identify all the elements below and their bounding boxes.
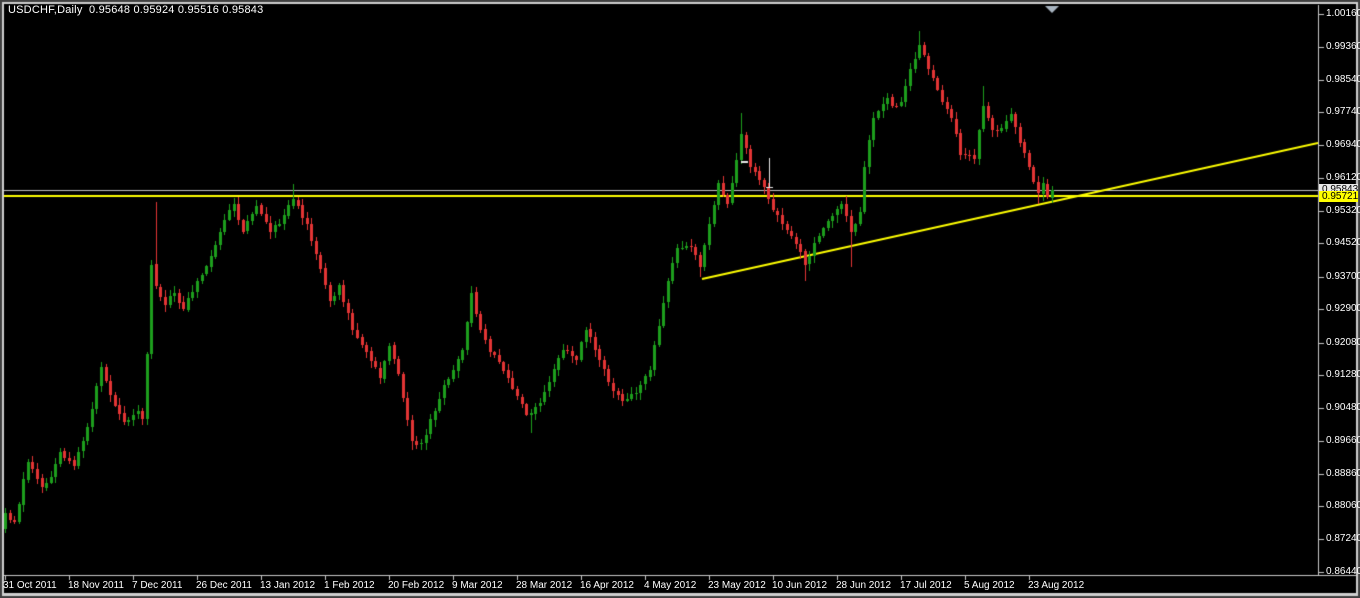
date-tick-label: 5 Aug 2012 [964, 580, 1015, 591]
price-tick-label: 0.96940 [1326, 139, 1360, 150]
date-tick-label: 18 Nov 2011 [68, 580, 124, 591]
date-tick-label: 13 Jan 2012 [260, 580, 316, 591]
price-tick-label: 0.89660 [1326, 435, 1360, 446]
price-tick-label: 0.93700 [1326, 271, 1360, 282]
date-tick-label: 17 Jul 2012 [900, 580, 952, 591]
date-tick-label: 28 Mar 2012 [516, 580, 573, 591]
date-tick-label: 28 Jun 2012 [836, 580, 892, 591]
date-tick-label: 4 May 2012 [644, 580, 697, 591]
date-tick-label: 9 Mar 2012 [452, 580, 503, 591]
date-tick-label: 10 Jun 2012 [772, 580, 828, 591]
chart-title: USDCHF,Daily 0.95648 0.95924 0.95516 0.9… [8, 4, 264, 16]
price-tick-label: 0.96120 [1326, 172, 1360, 183]
date-tick-label: 16 Apr 2012 [580, 580, 634, 591]
date-tick-label: 23 May 2012 [708, 580, 766, 591]
price-tick-label: 0.97740 [1326, 106, 1360, 117]
bid-price-tag: 0.95843 [1319, 184, 1358, 195]
price-tick-label: 0.95320 [1326, 205, 1360, 216]
date-tick-label: 7 Dec 2011 [132, 580, 183, 591]
date-tick-label: 20 Feb 2012 [388, 580, 445, 591]
price-tick-label: 0.88060 [1326, 500, 1360, 511]
price-tick-label: 0.92900 [1326, 303, 1360, 314]
price-tick-label: 0.94520 [1326, 237, 1360, 248]
price-tick-label: 0.90480 [1326, 402, 1360, 413]
date-tick-label: 1 Feb 2012 [324, 580, 375, 591]
date-tick-label: 26 Dec 2011 [196, 580, 252, 591]
date-tick-label: 23 Aug 2012 [1028, 580, 1085, 591]
price-tick-label: 0.99360 [1326, 41, 1360, 52]
price-tick-label: 0.91280 [1326, 369, 1360, 380]
price-tick-label: 0.86440 [1326, 566, 1360, 577]
price-tick-label: 0.98540 [1326, 74, 1360, 85]
price-tick-label: 1.00160 [1326, 8, 1360, 19]
price-tick-label: 0.88860 [1326, 468, 1360, 479]
price-tick-label: 0.87240 [1326, 533, 1360, 544]
date-tick-label: 31 Oct 2011 [3, 580, 57, 591]
price-tick-label: 0.92080 [1326, 337, 1360, 348]
hline-price-tag: 0.95721 [1319, 191, 1358, 202]
